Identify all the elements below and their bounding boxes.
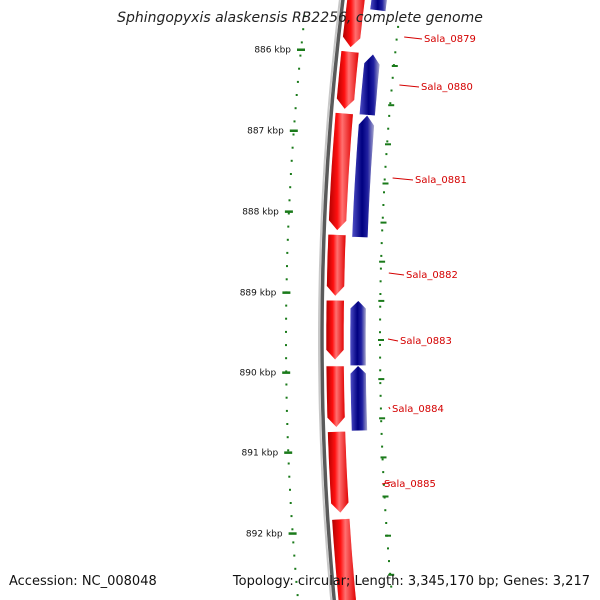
reverse-gene-1 [369,0,388,12]
scale-tick-label: 892 kbp [246,529,283,539]
map-title: Sphingopyxis alaskensis RB2256, complete… [117,10,483,26]
forward-gene-4 [326,233,347,297]
reverse-gene-4 [349,300,367,367]
scale-tick-mark [284,451,293,454]
gene-label-leader [399,84,420,88]
accession-text: Accession: NC_008048 [9,574,157,589]
gene-label-leader [387,338,399,342]
scale-tick-mark [282,371,291,374]
gene-features [325,0,388,600]
scale-ticks: 886 kbp 887 kbp 888 kbp 889 kbp 890 kbp 891 k… [240,15,400,597]
scale-tick-mark [282,291,291,294]
forward-gene-3 [328,112,354,232]
forward-gene-7 [327,430,350,514]
forward-gene-8 [331,518,357,600]
gene-label-sala_0882[interactable]: Sala_0882 [406,270,458,281]
reverse-gene-2 [358,53,381,117]
gene-label-leader [404,36,423,40]
gene-label-sala_0885[interactable]: Sala_0885 [384,479,436,490]
scale-tick-mark [289,129,298,132]
gene-label-sala_0879[interactable]: Sala_0879 [424,34,476,45]
reverse-gene-3 [351,114,375,239]
gene-label-leader [381,481,392,485]
forward-gene-6 [325,365,346,428]
scale-tick-mark [297,48,305,51]
gene-label-sala_0881[interactable]: Sala_0881 [415,175,467,186]
scale-tick-label: 891 kbp [242,448,279,458]
scale-tick-mark [284,210,293,213]
gene-label-sala_0884[interactable]: Sala_0884 [392,404,444,415]
genome-backbone [318,0,345,600]
reverse-gene-5 [349,365,368,432]
scale-tick-label: 889 kbp [240,288,277,298]
forward-gene-2 [336,50,360,110]
scale-tick-label: 886 kbp [254,46,291,56]
forward-gene-5 [325,299,345,361]
gene-label-leader [392,177,414,181]
genome-summary-text: Topology: circular; Length: 3,345,170 bp… [232,574,590,589]
gene-label-sala_0880[interactable]: Sala_0880 [421,82,473,93]
gene-label-leader [388,406,391,410]
gene-label-leader [388,272,405,276]
scale-tick-label: 887 kbp [247,127,284,137]
gene-labels: Sala_0879 Sala_0880 Sala_0881 Sala_0882 Sala… [381,34,476,490]
scale-tick-label: 888 kbp [242,207,279,217]
scale-tick-mark [288,532,297,535]
scale-tick-label: 890 kbp [240,368,277,378]
gene-label-sala_0883[interactable]: Sala_0883 [400,336,452,347]
forward-gene-1 [342,0,366,49]
